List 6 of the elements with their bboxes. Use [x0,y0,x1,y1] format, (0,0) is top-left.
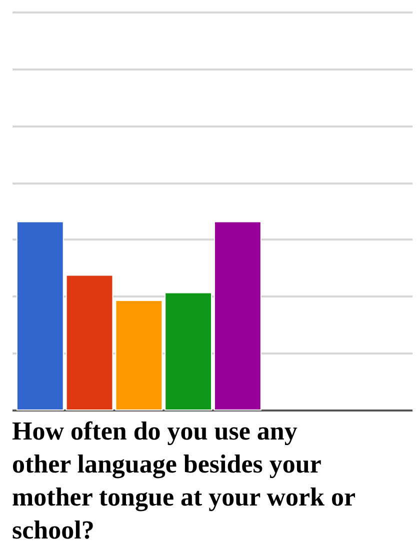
bar [66,274,114,410]
bar [16,221,64,410]
bar [115,300,163,410]
text: How often do you use any other language besides your mother tongue at your work or school? [12,416,356,544]
bar [214,221,262,410]
bar [164,292,212,410]
